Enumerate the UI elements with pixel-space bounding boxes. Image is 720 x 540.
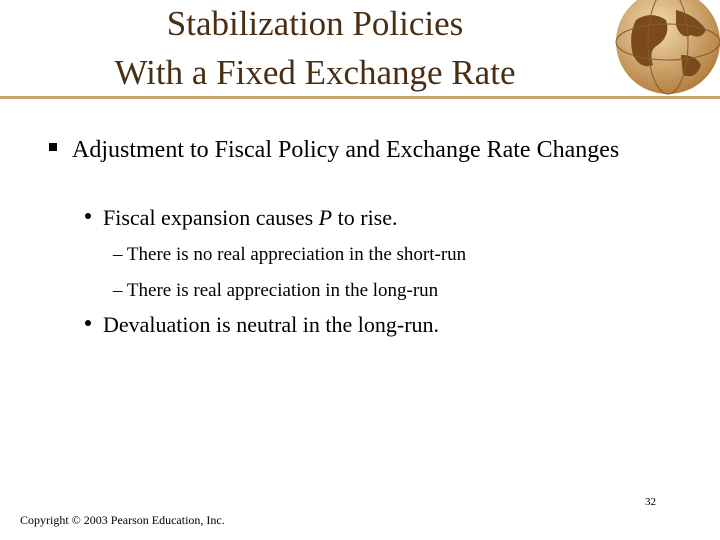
footer: Copyright © 2003 Pearson Education, Inc. <box>20 513 225 527</box>
text-segment: Devaluation is neutral in the long-run. <box>103 312 440 337</box>
title-line: Stabilization Policies <box>166 4 464 43</box>
sub-bullet: – There is real appreciation in the long… <box>113 280 439 301</box>
bullet-text: Fiscal expansion causes P to rise. <box>103 207 398 229</box>
bullet-text: Devaluation is neutral in the long-run. <box>103 314 439 336</box>
sub-bullet-text: There is real appreciation in the long-r… <box>126 280 439 301</box>
title-line: With a Fixed Exchange Rate <box>114 53 516 92</box>
text-segment: Fiscal expansion causes <box>103 205 319 230</box>
text-segment: to rise. <box>332 205 398 230</box>
bullet-marker <box>85 320 91 326</box>
sub-bullet-text: There is no real appreciation in the sho… <box>126 244 467 265</box>
title-rule <box>0 96 720 99</box>
sub-bullet: – There is no real appreciation in the s… <box>113 244 467 265</box>
bullet-marker <box>49 143 57 151</box>
text-segment: P <box>318 205 333 230</box>
bullet-marker <box>85 213 91 219</box>
globe-icon <box>615 0 720 95</box>
page-number: 32 <box>645 496 656 508</box>
bullet-text: Adjustment to Fiscal Policy and Exchange… <box>72 137 620 163</box>
